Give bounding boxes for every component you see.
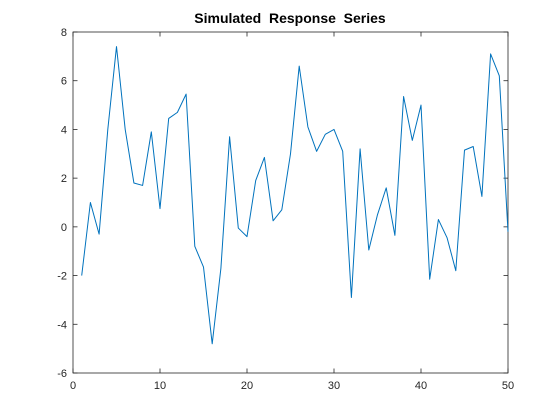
y-tick-label: -4 [57,319,67,331]
chart-title: Simulated Response Series [194,10,386,26]
y-tick-label: 8 [61,27,67,39]
series-layer [81,46,509,345]
y-tick-label: 6 [61,76,67,88]
y-tick-label: 4 [61,124,67,136]
y-tick-label: -2 [57,271,67,283]
y-tick-label: -6 [57,368,67,380]
x-tick-label: 50 [502,380,514,392]
axes: 0 10 20 30 40 50 -6 -4 -2 0 2 4 6 8 [57,27,514,392]
x-tick-label: 10 [154,380,166,392]
x-tick-label: 40 [415,380,427,392]
y-tick-label: 2 [61,173,67,185]
x-tick-label: 0 [70,380,76,392]
x-tick-label: 30 [328,380,340,392]
series-line [81,46,509,345]
x-tick-label: 20 [241,380,253,392]
y-tick-label: 0 [61,222,67,234]
plot-box [72,31,509,374]
